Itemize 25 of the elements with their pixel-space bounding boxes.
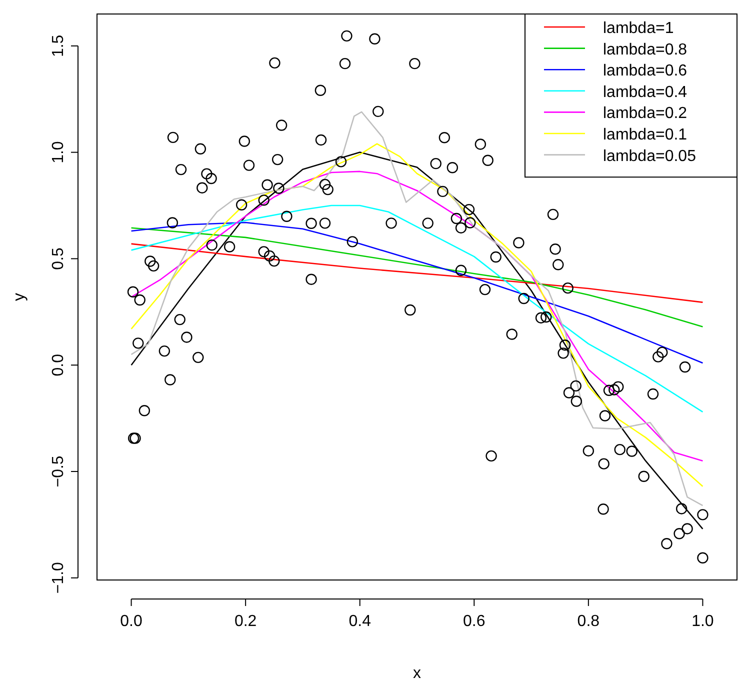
legend-label: lambda=0.1 [603, 126, 688, 144]
legend-label: lambda=0.8 [603, 41, 688, 58]
x-tick-label: 0.0 [120, 613, 143, 630]
x-axis-title: x [413, 665, 421, 682]
y-tick-label: −0.5 [50, 456, 67, 488]
legend-label: lambda=0.05 [603, 148, 696, 165]
legend-label: lambda=0.6 [603, 62, 688, 80]
x-tick-label: 0.2 [234, 613, 257, 630]
line-series [130, 227, 704, 328]
line-series [130, 204, 704, 413]
x-tick-label: 0.4 [348, 613, 372, 630]
x-tick-label: 0.8 [577, 613, 600, 630]
legend-label: lambda=0.4 [603, 84, 688, 101]
line-series [130, 222, 704, 364]
legend-label: lambda=1 [603, 20, 674, 37]
x-tick-label: 0.6 [463, 613, 486, 630]
line-series [130, 243, 704, 303]
x-tick-label: 1.0 [692, 613, 714, 630]
y-tick-label: 1.0 [50, 141, 67, 164]
legend-label: lambda=0.2 [603, 105, 688, 122]
y-tick-label: 0.5 [50, 247, 67, 270]
y-tick-label: −1.0 [50, 562, 67, 594]
y-tick-label: 0.0 [50, 354, 67, 376]
y-tick-label: 1.5 [50, 34, 67, 58]
y-axis-title: y [11, 293, 28, 301]
